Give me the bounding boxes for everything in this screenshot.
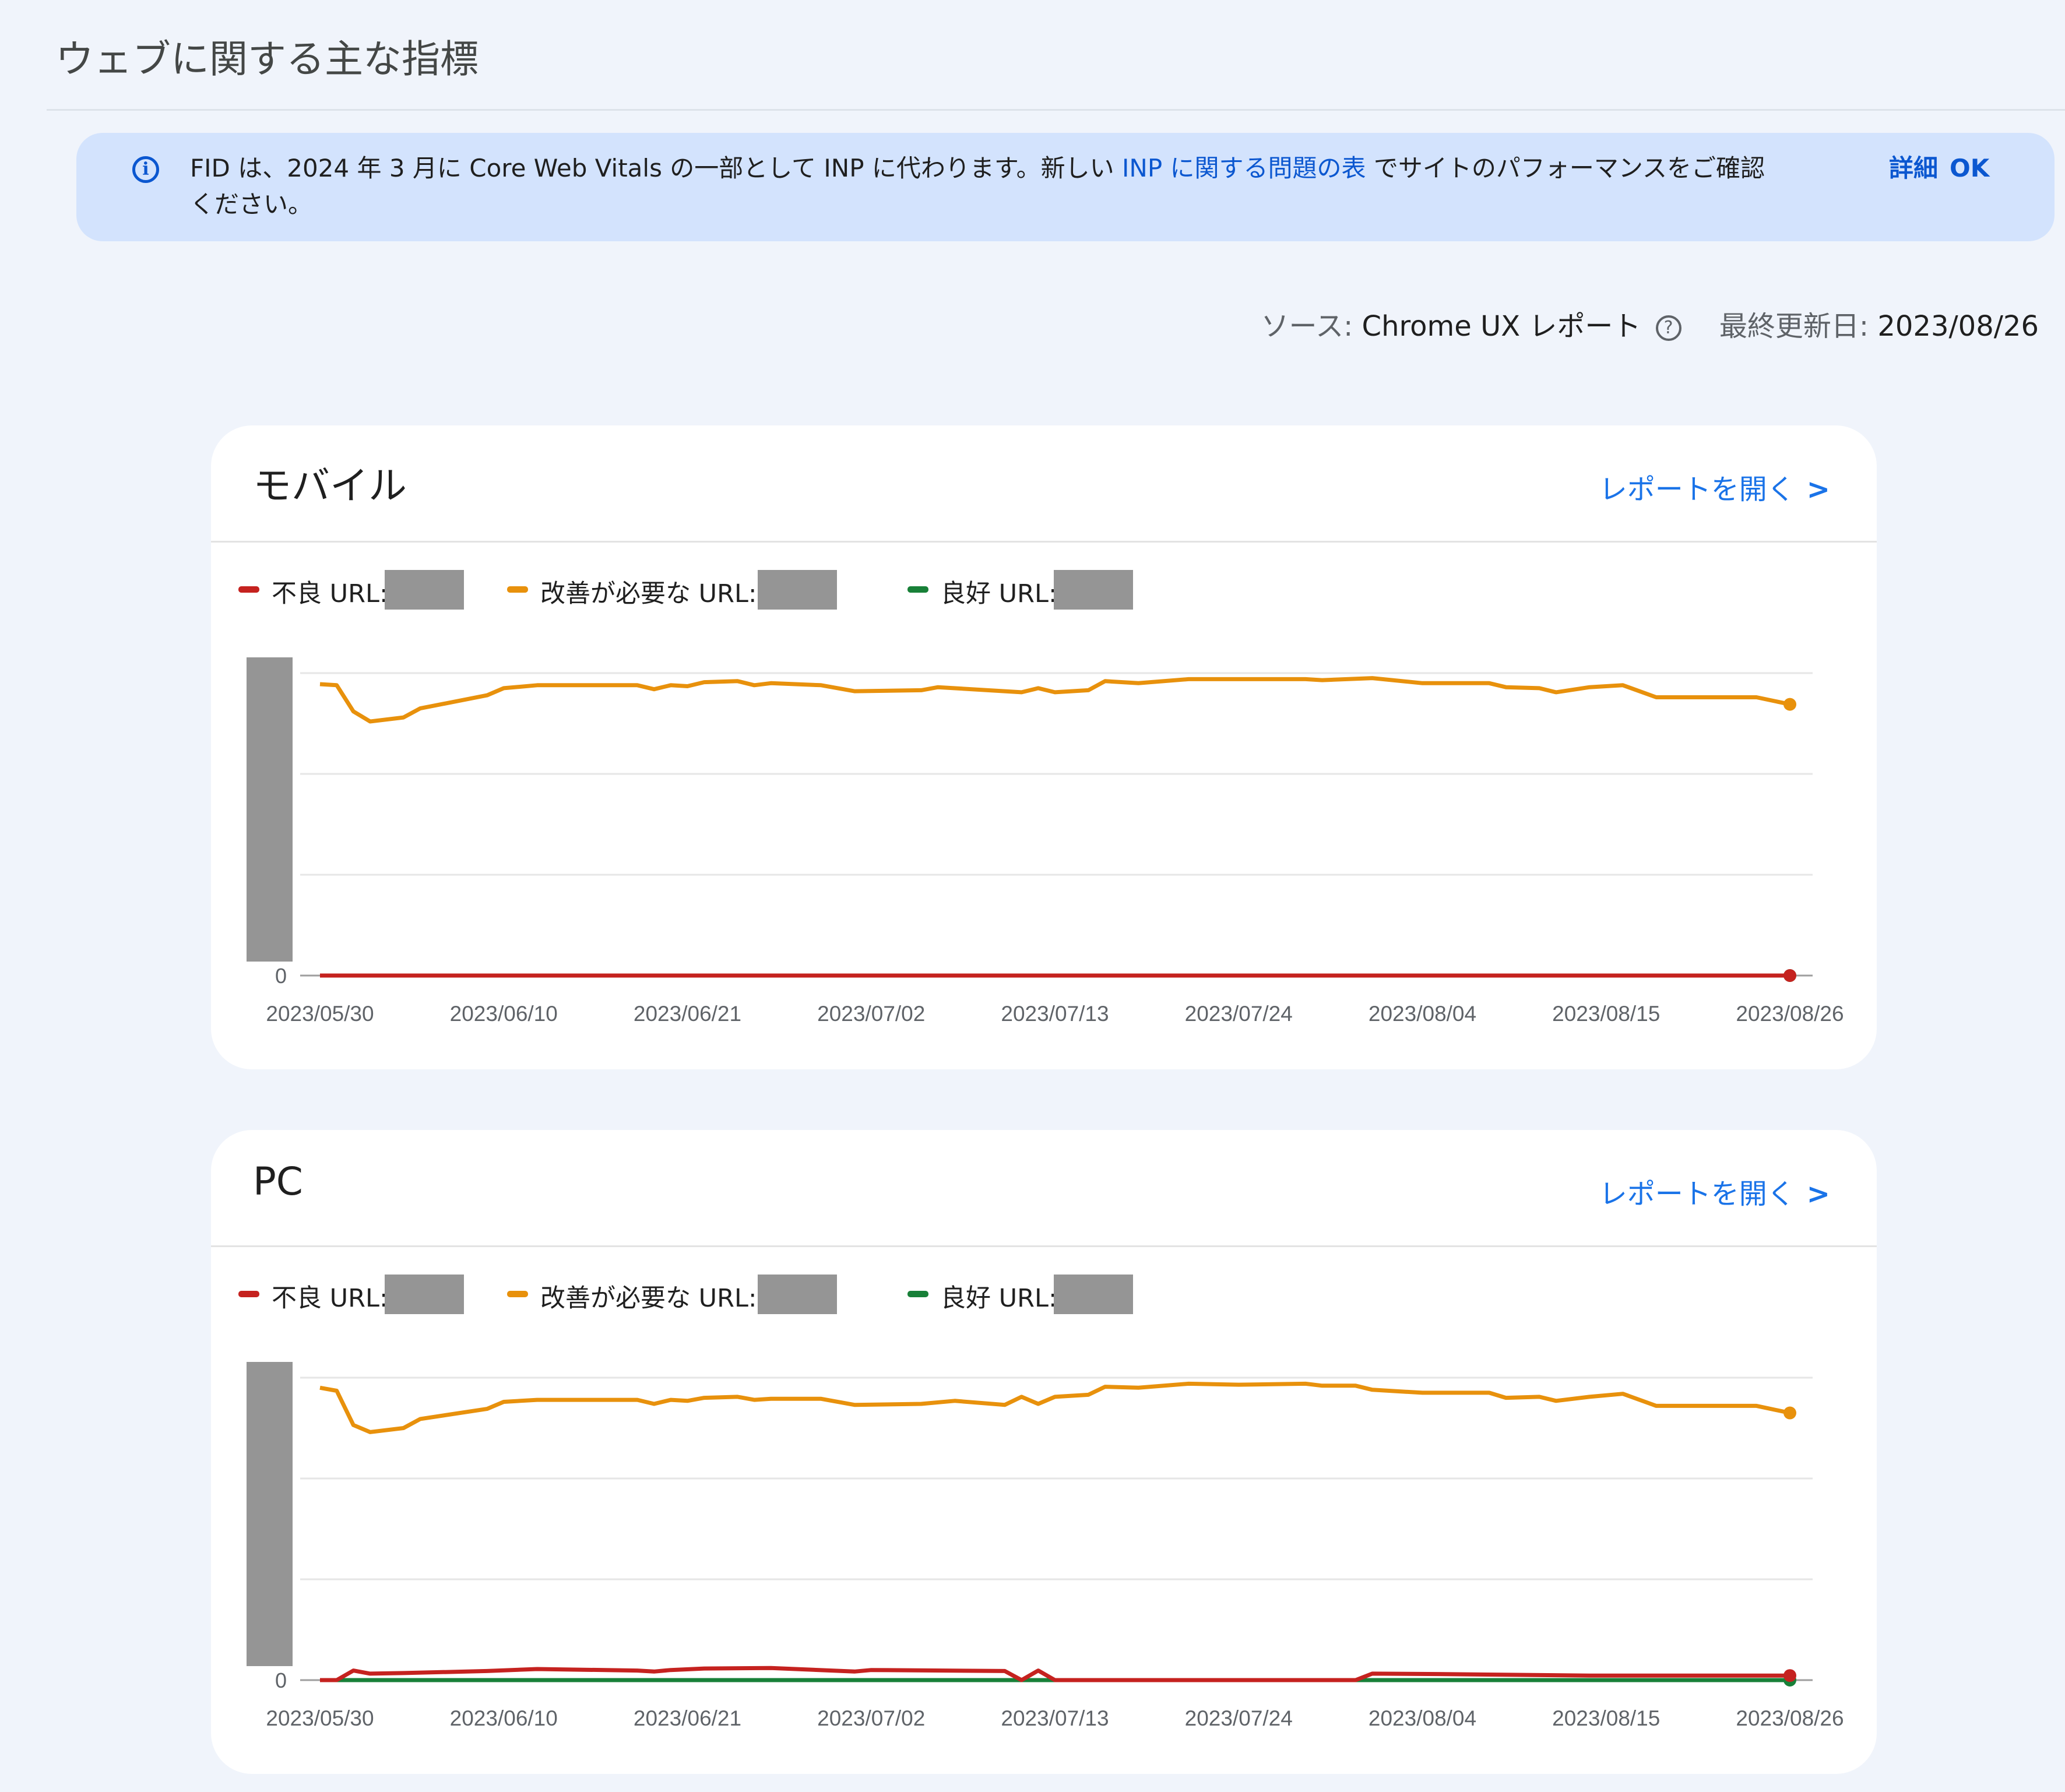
- series-end-point[interactable]: [1783, 1669, 1796, 1682]
- legend-label: 不良 URL:: [272, 579, 388, 608]
- y-tick-label: 0: [275, 964, 287, 988]
- x-tick-label: 2023/06/21: [634, 1706, 741, 1730]
- series-line[interactable]: [319, 1381, 1790, 1434]
- source-value: Chrome UX レポート: [1362, 310, 1641, 343]
- x-tick-label: 2023/08/15: [1552, 1706, 1660, 1730]
- chevron-right-icon: >: [1806, 473, 1830, 506]
- redacted-value: [1054, 570, 1133, 610]
- legend-swatch: [907, 1291, 928, 1297]
- x-tick-label: 2023/07/13: [1001, 1002, 1109, 1026]
- mobile-card: モバイル レポートを開く > 不良 URL: 改善が必要な URL: 良好 URL…: [211, 425, 1877, 1069]
- pc-chart: 0 2023/05/30 2023/06/10 2023/06/21 2023/07/0…: [247, 1362, 1844, 1730]
- inp-issues-link[interactable]: INP に関する問題の表: [1122, 154, 1366, 182]
- x-tick-label: 2023/06/10: [450, 1002, 558, 1026]
- open-report-label: レポートを開く: [1599, 473, 1795, 506]
- open-report-link[interactable]: レポートを開く >: [1599, 466, 1830, 507]
- legend-swatch: [507, 586, 528, 593]
- x-tick-label: 2023/07/24: [1185, 1002, 1293, 1026]
- source-label: ソース:: [1261, 310, 1353, 343]
- x-tick-label: 2023/07/02: [817, 1706, 925, 1730]
- series-line[interactable]: [319, 676, 1790, 724]
- banner-message: FID は、2024 年 3 月に Core Web Vitals の一部として…: [190, 150, 1775, 223]
- x-tick-label: 2023/05/30: [266, 1706, 374, 1730]
- updated-value: 2023/08/26: [1877, 310, 2039, 343]
- x-tick-label: 2023/06/21: [634, 1002, 741, 1026]
- x-tick-label: 2023/08/26: [1736, 1706, 1844, 1730]
- redacted-value: [758, 1275, 837, 1314]
- x-tick-label: 2023/08/04: [1369, 1706, 1476, 1730]
- mobile-chart: 0 2023/05/30 2023/06/10 2023/06/21 2023/07/0…: [247, 657, 1844, 1026]
- details-button[interactable]: 詳細: [1889, 154, 1939, 182]
- source-info: ソース: Chrome UX レポート ? 最終更新日: 2023/08/26: [1261, 303, 2039, 344]
- x-tick-label: 2023/07/02: [817, 1002, 925, 1026]
- x-tick-label: 2023/08/04: [1369, 1002, 1476, 1026]
- redacted-y-axis-labels: [247, 1362, 293, 1666]
- legend-swatch: [907, 586, 928, 593]
- legend-label: 不良 URL:: [272, 1284, 388, 1313]
- x-tick-label: 2023/07/13: [1001, 1706, 1109, 1730]
- x-tick-label: 2023/07/24: [1185, 1706, 1293, 1730]
- chevron-right-icon: >: [1806, 1178, 1830, 1210]
- series-line[interactable]: [320, 1666, 1790, 1682]
- series-end-point[interactable]: [1783, 969, 1796, 982]
- legend-swatch: [238, 1291, 259, 1297]
- x-tick-label: 2023/05/30: [266, 1002, 374, 1026]
- legend-swatch: [238, 586, 259, 593]
- y-tick-label: 0: [275, 1668, 287, 1692]
- help-circle-icon[interactable]: ?: [1655, 315, 1681, 341]
- x-tick-label: 2023/06/10: [450, 1706, 558, 1730]
- pc-card: PC レポートを開く > 不良 URL: 改善が必要な URL: 良好 URL: …: [211, 1130, 1877, 1774]
- updated-label: 最終更新日:: [1719, 310, 1869, 343]
- redacted-value: [1054, 1275, 1133, 1314]
- info-icon: i: [132, 156, 159, 183]
- card-title: モバイル: [253, 463, 407, 508]
- redacted-y-axis-labels: [247, 657, 293, 962]
- legend-label: 改善が必要な URL:: [540, 1284, 757, 1313]
- series-end-point[interactable]: [1783, 698, 1796, 711]
- banner-text-end: でサイトのパフォーマンスをご確認ください。: [190, 154, 1765, 219]
- legend-swatch: [507, 1291, 528, 1297]
- redacted-value: [385, 570, 464, 610]
- open-report-label: レポートを開く: [1599, 1178, 1795, 1210]
- legend-label: 良好 URL:: [941, 1284, 1057, 1313]
- open-report-link[interactable]: レポートを開く >: [1599, 1171, 1830, 1212]
- redacted-value: [385, 1275, 464, 1314]
- x-tick-label: 2023/08/15: [1552, 1002, 1660, 1026]
- divider: [211, 541, 1877, 543]
- divider: [47, 109, 2065, 111]
- banner-text: FID は、2024 年 3 月に Core Web Vitals の一部として…: [190, 154, 1123, 182]
- redacted-value: [758, 570, 837, 610]
- ok-button[interactable]: OK: [1950, 154, 1990, 182]
- legend-label: 改善が必要な URL:: [540, 579, 757, 608]
- info-banner: i FID は、2024 年 3 月に Core Web Vitals の一部と…: [76, 133, 2055, 241]
- series-end-point[interactable]: [1783, 1406, 1796, 1420]
- page-title: ウェブに関する主な指標: [55, 37, 479, 82]
- divider: [211, 1245, 1877, 1247]
- legend-label: 良好 URL:: [941, 579, 1057, 608]
- x-tick-label: 2023/08/26: [1736, 1002, 1844, 1026]
- card-title: PC: [253, 1159, 303, 1204]
